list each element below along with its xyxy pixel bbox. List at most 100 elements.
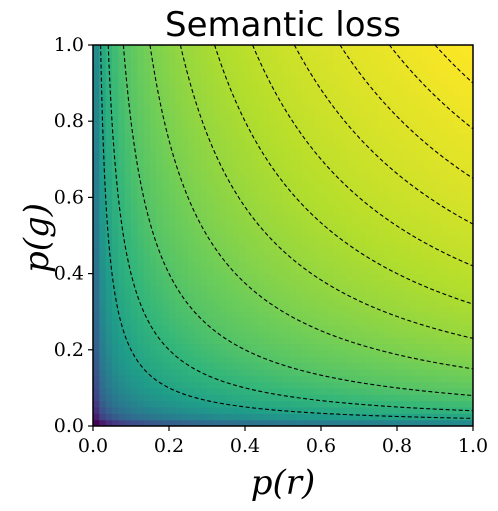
heatmap-cell (213, 368, 221, 376)
heatmap-cell (245, 172, 252, 179)
heatmap-cell (352, 343, 360, 351)
contour-line (149, 45, 473, 370)
heatmap-cell (454, 394, 461, 402)
heatmap-cell (99, 356, 107, 364)
heatmap-cell (308, 83, 316, 91)
heatmap-cell (194, 76, 202, 84)
heatmap-cell (276, 70, 284, 78)
heatmap-cell (257, 254, 265, 262)
heatmap-cell (308, 254, 316, 262)
heatmap-cell (403, 95, 411, 103)
heatmap-cell (219, 254, 227, 262)
heatmap-cell (181, 241, 189, 249)
heatmap-cell (371, 248, 379, 256)
heatmap-cell (333, 229, 341, 237)
heatmap-cell (333, 216, 341, 224)
heatmap-cell (188, 273, 195, 281)
heatmap-cell (378, 241, 385, 249)
heatmap-cell (276, 203, 284, 211)
heatmap-cell (422, 191, 430, 198)
heatmap-cell (232, 356, 240, 364)
heatmap-cell (207, 394, 214, 402)
heatmap-cell (346, 184, 354, 192)
heatmap-cell (454, 191, 461, 198)
heatmap-cell (466, 381, 473, 389)
heatmap-cell (403, 337, 411, 345)
heatmap-cell (270, 159, 278, 167)
heatmap-cell (352, 387, 360, 395)
heatmap-cell (333, 165, 341, 173)
heatmap-cell (188, 222, 195, 230)
heatmap-cell (321, 292, 328, 300)
heatmap-cell (416, 159, 423, 167)
heatmap-cell (112, 172, 119, 179)
heatmap-cell (188, 318, 195, 325)
heatmap-cell (346, 267, 354, 275)
heatmap-cell (346, 324, 354, 332)
heatmap-cell (409, 235, 417, 243)
heatmap-cell (143, 362, 151, 370)
heatmap-cell (435, 248, 442, 256)
heatmap-cell (156, 299, 164, 306)
heatmap-cell (397, 197, 404, 205)
heatmap-cell (143, 305, 151, 313)
heatmap-cell (251, 381, 259, 389)
heatmap-cell (327, 140, 335, 148)
heatmap-cell (371, 127, 379, 135)
heatmap-cell (308, 146, 316, 154)
heatmap-cell (232, 127, 240, 135)
heatmap-cell (200, 229, 208, 237)
heatmap-cell (251, 419, 259, 426)
heatmap-cell (226, 286, 233, 294)
heatmap-cell (213, 121, 221, 129)
heatmap-cell (99, 235, 107, 243)
heatmap-cell (314, 362, 322, 370)
heatmap-cell (226, 305, 233, 313)
heatmap-cell (232, 45, 240, 52)
heatmap-cell (283, 70, 290, 78)
heatmap-cell (428, 343, 436, 351)
heatmap-cell (416, 394, 423, 402)
heatmap-cell (213, 387, 221, 395)
heatmap-cell (175, 222, 183, 230)
heatmap-cell (226, 324, 233, 332)
heatmap-cell (200, 267, 208, 275)
heatmap-cell (422, 260, 430, 268)
heatmap-cell (295, 375, 303, 383)
heatmap-cell (270, 140, 278, 148)
heatmap-cell (118, 108, 126, 116)
heatmap-cell (327, 51, 335, 59)
heatmap-cell (371, 368, 379, 376)
heatmap-cell (200, 108, 208, 116)
heatmap-cell (327, 349, 335, 357)
heatmap-cell (321, 127, 328, 135)
heatmap-cell (435, 387, 442, 395)
heatmap-cell (390, 387, 398, 395)
heatmap-cell (175, 172, 183, 179)
heatmap-cell (403, 222, 411, 230)
heatmap-cell (308, 305, 316, 313)
heatmap-cell (428, 178, 436, 186)
heatmap-cell (118, 51, 126, 59)
heatmap-cell (112, 191, 119, 198)
heatmap-cell (422, 286, 430, 294)
heatmap-cell (435, 127, 442, 135)
heatmap-cell (137, 89, 145, 97)
heatmap-cell (276, 337, 284, 345)
heatmap-cell (112, 273, 119, 281)
heatmap-cell (175, 89, 183, 97)
heatmap-cell (321, 279, 328, 287)
heatmap-cell (460, 362, 468, 370)
heatmap-cell (137, 76, 145, 84)
heatmap-cell (99, 394, 107, 402)
heatmap-cell (238, 102, 246, 110)
heatmap-cell (251, 260, 259, 268)
heatmap-cell (283, 64, 290, 71)
heatmap-cell (403, 400, 411, 408)
heatmap-cell (162, 394, 170, 402)
heatmap-cell (340, 241, 347, 249)
heatmap-cell (118, 210, 126, 218)
heatmap-cell (99, 152, 107, 160)
heatmap-cell (150, 121, 157, 129)
heatmap-cell (226, 159, 233, 167)
